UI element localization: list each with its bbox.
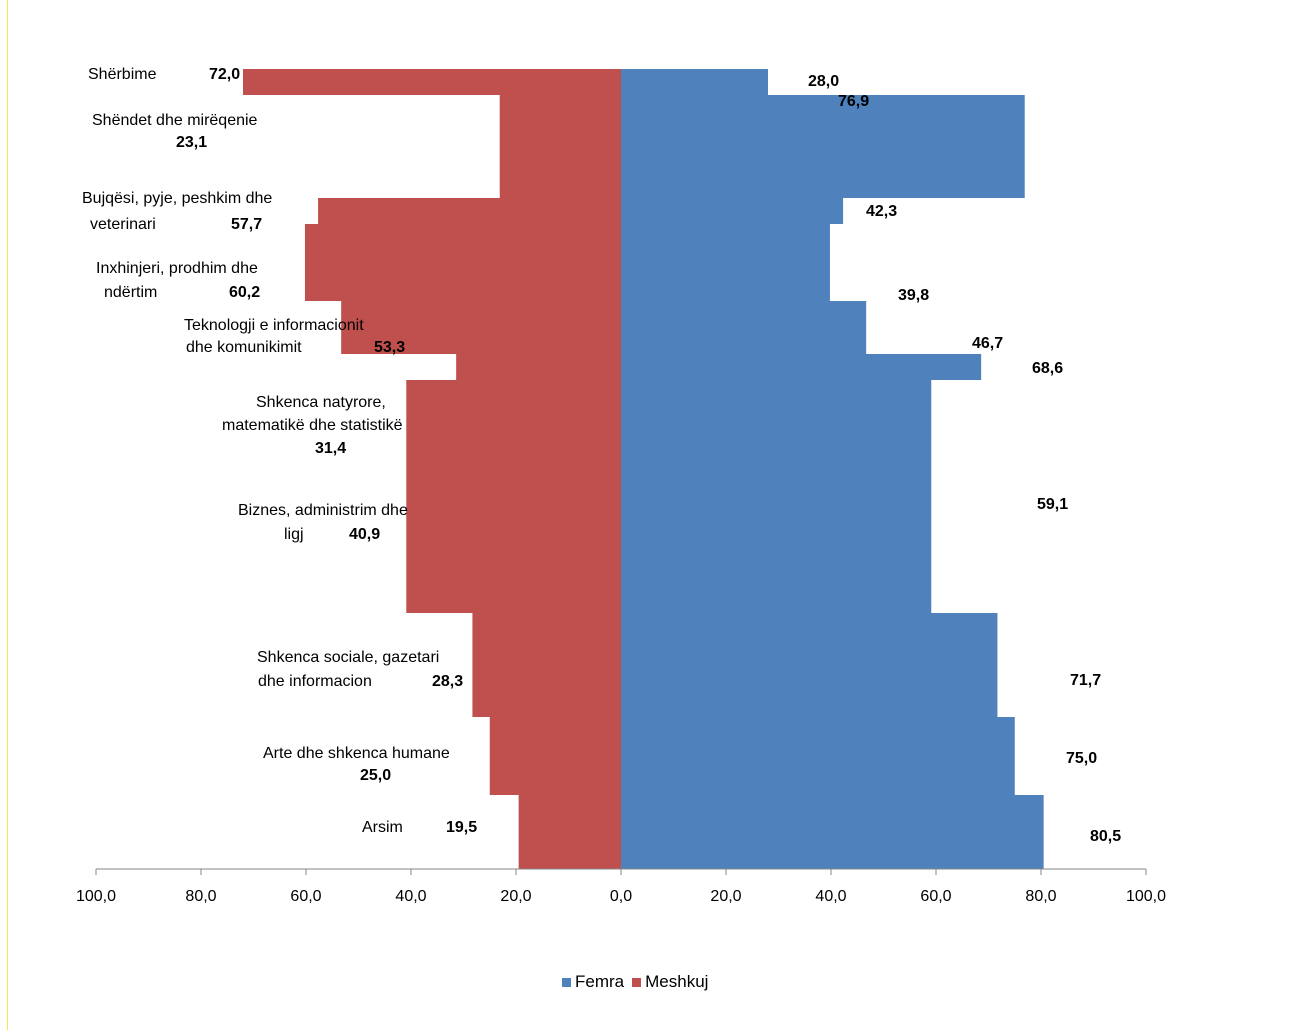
bar-femra-6 [621, 380, 931, 613]
category-label-0-line-0: Shërbime [88, 66, 157, 83]
category-label-5-line-0: Shkenca natyrore, [256, 394, 386, 411]
data-label-femra-3: 39,8 [898, 287, 929, 304]
data-label-meshkuj-5: 31,4 [315, 440, 346, 457]
data-label-femra-0: 28,0 [808, 73, 839, 90]
bar-meshkuj-9 [519, 795, 621, 869]
legend-swatch-femra [562, 978, 571, 987]
bar-meshkuj-6 [406, 380, 621, 613]
x-tick-label-3: 40,0 [395, 888, 426, 905]
data-label-femra-7: 71,7 [1070, 672, 1101, 689]
x-tick-label-7: 40,0 [815, 888, 846, 905]
category-label-1-line-0: Shëndet dhe mirëqenie [92, 112, 258, 129]
data-label-meshkuj-3: 60,2 [229, 284, 260, 301]
bar-meshkuj-2 [318, 198, 621, 224]
data-label-femra-8: 75,0 [1066, 750, 1097, 767]
x-tick-label-5: 0,0 [610, 888, 632, 905]
legend: Femra Meshkuj [562, 972, 716, 992]
category-label-6-line-0: Biznes, administrim dhe [238, 502, 408, 519]
data-label-meshkuj-0: 72,0 [209, 66, 240, 83]
bar-femra-2 [621, 198, 843, 224]
category-label-2-line-0: Bujqësi, pyje, peshkim dhe [82, 190, 272, 207]
data-label-femra-1: 76,9 [838, 93, 869, 110]
data-label-meshkuj-6: 40,9 [349, 526, 380, 543]
category-label-3-line-1: ndërtim [104, 284, 157, 301]
data-label-meshkuj-7: 28,3 [432, 673, 463, 690]
data-label-meshkuj-2: 57,7 [231, 216, 262, 233]
x-tick-label-8: 60,0 [920, 888, 951, 905]
data-label-meshkuj-4: 53,3 [374, 339, 405, 356]
x-tick-label-9: 80,0 [1025, 888, 1056, 905]
legend-swatch-meshkuj [632, 978, 641, 987]
legend-item-meshkuj: Meshkuj [632, 972, 708, 992]
data-label-meshkuj-9: 19,5 [446, 819, 477, 836]
category-label-7-line-0: Shkenca sociale, gazetari [257, 649, 439, 666]
bar-meshkuj-7 [472, 613, 621, 717]
bar-femra-4 [621, 301, 866, 354]
x-tick-label-4: 20,0 [500, 888, 531, 905]
bar-femra-0 [621, 69, 768, 95]
category-label-9-line-0: Arsim [362, 819, 403, 836]
bar-meshkuj-1 [500, 95, 621, 198]
bar-femra-8 [621, 717, 1015, 795]
x-tick-label-2: 60,0 [290, 888, 321, 905]
x-tick-label-0: 100,0 [76, 888, 116, 905]
category-label-4-line-1: dhe komunikimit [186, 339, 302, 356]
bar-femra-1 [621, 95, 1025, 198]
data-label-meshkuj-8: 25,0 [360, 767, 391, 784]
bar-femra-3 [621, 224, 830, 301]
data-label-femra-5: 68,6 [1032, 360, 1063, 377]
x-tick-label-10: 100,0 [1126, 888, 1166, 905]
bar-meshkuj-5 [456, 354, 621, 380]
category-label-3-line-0: Inxhinjeri, prodhim dhe [96, 260, 258, 277]
x-tick-label-6: 20,0 [710, 888, 741, 905]
legend-item-femra: Femra [562, 972, 624, 992]
data-label-femra-9: 80,5 [1090, 828, 1121, 845]
bar-femra-7 [621, 613, 997, 717]
bar-meshkuj-8 [490, 717, 621, 795]
bar-femra-5 [621, 354, 981, 380]
category-label-8-line-0: Arte dhe shkenca humane [263, 745, 450, 762]
x-tick-label-1: 80,0 [185, 888, 216, 905]
data-label-femra-6: 59,1 [1037, 496, 1068, 513]
category-label-7-line-1: dhe informacion [258, 673, 372, 690]
bar-meshkuj-3 [305, 224, 621, 301]
data-label-femra-2: 42,3 [866, 203, 897, 220]
legend-label-femra: Femra [575, 972, 624, 992]
category-label-4-line-0: Teknologji e informacionit [184, 317, 364, 334]
bar-meshkuj-0 [243, 69, 621, 95]
data-label-meshkuj-1: 23,1 [176, 134, 207, 151]
category-label-2-line-1: veterinari [90, 216, 156, 233]
bar-femra-9 [621, 795, 1044, 869]
legend-label-meshkuj: Meshkuj [645, 972, 708, 992]
category-label-6-line-1: ligj [284, 526, 304, 543]
data-label-femra-4: 46,7 [972, 335, 1003, 352]
category-label-5-line-1: matematikë dhe statistikë [222, 417, 403, 434]
